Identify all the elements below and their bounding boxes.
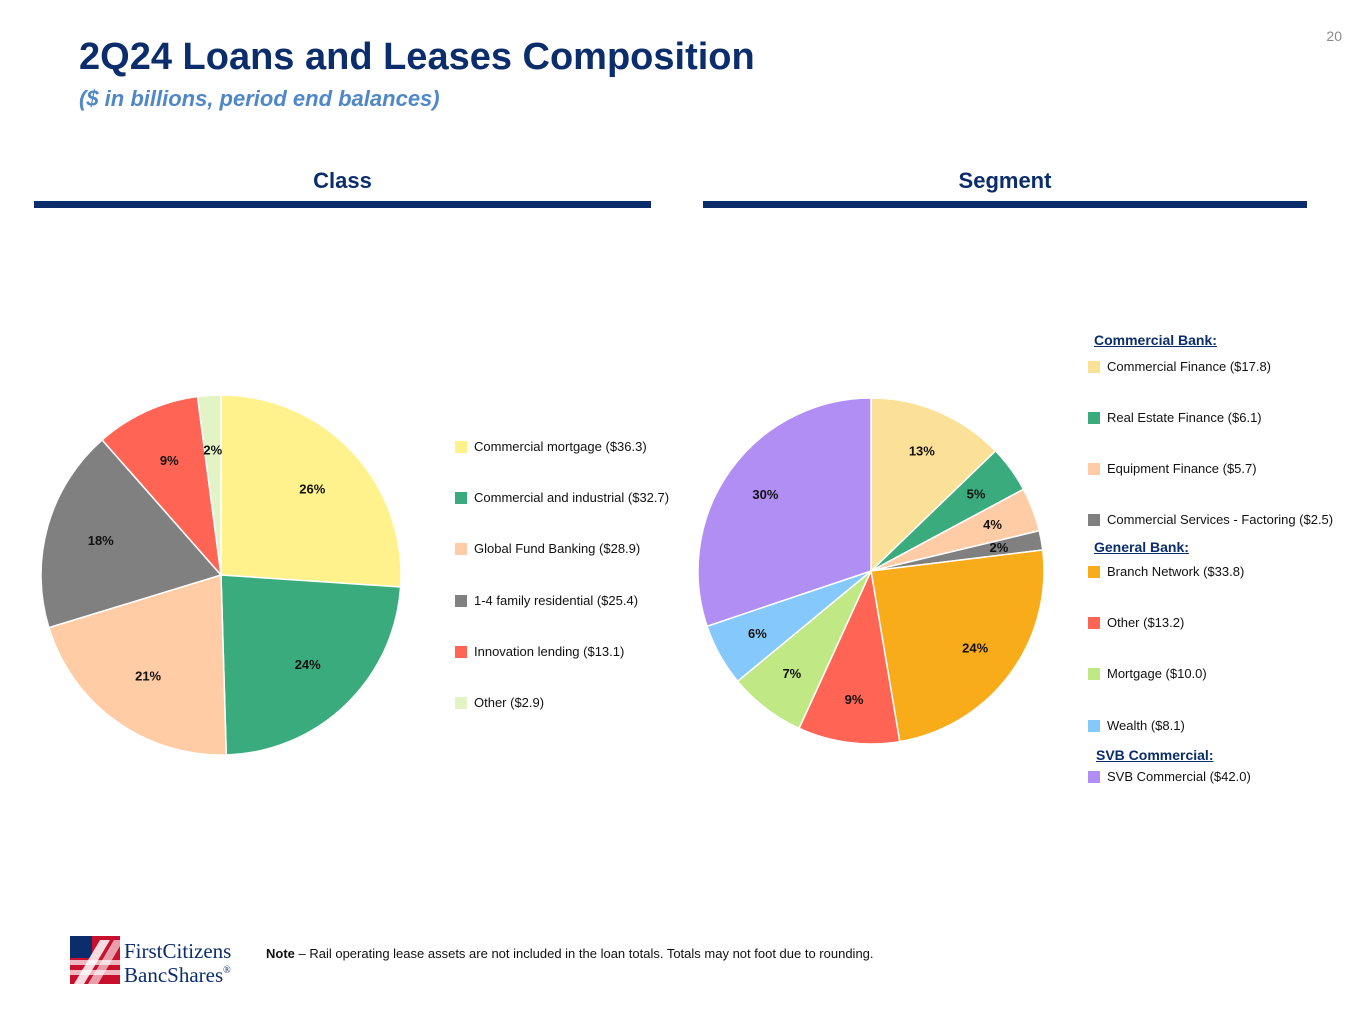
pie-slice [798,568,901,745]
legend-group-heading: Commercial Bank: [1094,332,1217,348]
class-legend: Commercial mortgage ($36.3) Commercial an… [455,0,695,1024]
legend-swatch [455,697,467,709]
page-title: 2Q24 Loans and Leases Composition [79,36,755,78]
legend-swatch [455,492,467,505]
legend-label: Commercial mortgage ($36.3) [474,439,647,454]
legend-label: SVB Commercial ($42.0) [1107,769,1251,784]
legend-swatch [455,441,467,453]
pie-slice [220,394,402,588]
logo-line-2-text: BancShares [124,963,223,987]
pie-slice [870,549,1045,743]
class-section-title: Class [313,168,372,193]
legend-swatch [1088,720,1100,732]
legend-swatch [1088,514,1100,526]
pie-slice-label: 6% [748,626,767,641]
legend-swatch [1088,617,1100,629]
legend-label: Commercial Services - Factoring ($2.5) [1107,512,1334,527]
legend-swatch [455,543,467,556]
pie-slice-label: 5% [967,486,986,501]
legend-label: Other ($2.9) [474,695,545,710]
segment-section-divider [703,201,1307,208]
legend-label: Global Fund Banking ($28.9) [474,541,641,557]
legend-swatch [1088,771,1100,783]
logo-registered-mark: ® [223,965,231,976]
pie-slice-label: 30% [752,487,778,502]
pie-slice-label: 2% [203,442,222,457]
pie-slice [697,397,872,628]
legend-label: Wealth ($8.1) [1107,718,1185,733]
flag-icon [70,936,120,984]
pie-slice-label: 4% [983,517,1002,532]
segment-legend: Commercial Bank: General Bank: SVB Commerc… [1088,0,1358,1024]
legend-swatch [1088,566,1100,578]
pie-slice-label: 7% [782,666,801,681]
legend-group-heading: General Bank: [1094,539,1189,555]
footnote-label: Note [266,946,295,961]
legend-label: Commercial Finance ($17.8) [1107,359,1272,374]
legend-swatch [1088,361,1100,373]
legend-label: Equipment Finance ($5.7) [1107,461,1257,476]
pie-slice [220,574,402,756]
legend-swatch [1088,463,1100,475]
pie-slice-label: 21% [135,669,161,684]
segment-section-title: Segment [958,168,1052,193]
first-citizens-logo: FirstCitizens BancShares® [70,936,231,987]
logo-line-1: FirstCitizens [124,939,231,963]
legend-label: Real Estate Finance ($6.1) [1107,410,1262,425]
legend-label: Other ($13.2) [1107,615,1185,630]
page-number: 20 [1326,28,1342,44]
page-subtitle: ($ in billions, period end balances) [79,86,440,111]
footnote: Note – Rail operating lease assets are n… [266,946,874,961]
legend-label: Mortgage ($10.0) [1107,666,1207,681]
pie-slice-label: 9% [845,692,864,707]
legend-swatch [455,645,467,658]
pie-slice [47,573,228,756]
legend-label: Commercial and industrial ($32.7) [474,490,670,506]
legend-swatch [1088,412,1100,424]
pie-slice-label: 13% [909,443,935,458]
pie-slice-label: 9% [160,453,179,468]
legend-label: Innovation lending ($13.1) [474,643,625,659]
legend-swatch [1088,668,1100,680]
pie-slice-label: 2% [990,540,1009,555]
legend-label: Branch Network ($33.8) [1107,564,1245,579]
pie-slice-label: 24% [962,641,988,656]
legend-label: 1-4 family residential ($25.4) [474,592,639,608]
legend-group-heading: SVB Commercial: [1096,747,1214,763]
logo-line-2: BancShares® [124,963,231,987]
pie-slice [101,395,223,578]
class-section-divider [34,201,651,208]
footnote-text: – Rail operating lease assets are not in… [294,946,874,961]
pie-slice-label: 26% [299,482,325,497]
pie-slice-label: 24% [295,657,321,672]
legend-swatch [455,594,467,607]
pie-slice [196,394,222,576]
pie-slice [870,397,997,573]
pie-slice-label: 18% [88,533,114,548]
pie-slice [40,438,223,629]
